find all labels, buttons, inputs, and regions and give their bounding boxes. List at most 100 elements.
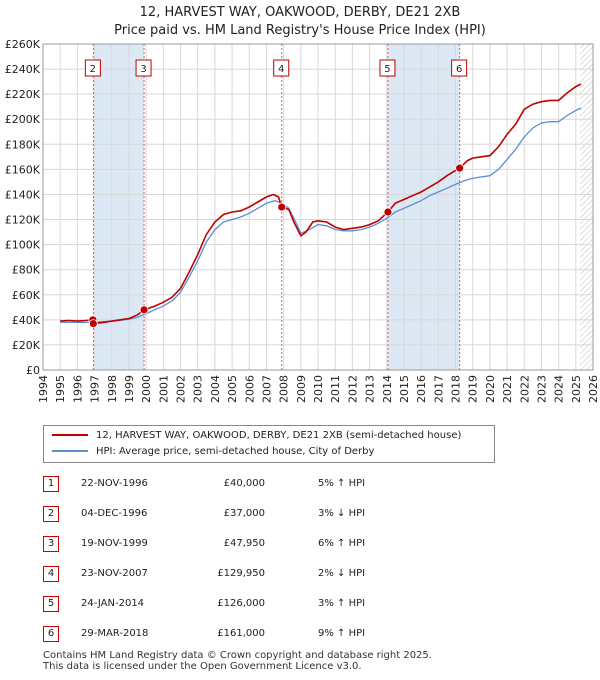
x-tick-label: 2017: [432, 375, 445, 403]
future-hatch-area: [580, 44, 593, 370]
x-tick-label: 2015: [398, 375, 411, 403]
sale-price: £161,000: [217, 628, 265, 639]
chart-title: 12, HARVEST WAY, OAKWOOD, DERBY, DE21 2X…: [0, 4, 600, 40]
x-tick-label: 2001: [157, 375, 170, 403]
sale-number-badge: 6: [43, 626, 59, 642]
sale-marker-label: 5: [384, 64, 390, 75]
x-tick-label: 2013: [364, 375, 377, 403]
sale-date: 23-NOV-2007: [81, 568, 148, 579]
sale-marker-label: 4: [278, 64, 284, 75]
sale-date: 04-DEC-1996: [81, 508, 148, 519]
sale-date: 24-JAN-2014: [81, 598, 145, 609]
y-tick-label: £160K: [5, 163, 41, 176]
sale-interval-band: [387, 44, 460, 370]
x-tick-label: 2023: [535, 375, 548, 403]
x-tick-label: 2004: [209, 375, 222, 403]
x-tick-label: 2010: [312, 375, 325, 403]
y-tick-label: £140K: [5, 188, 41, 201]
y-tick-label: £0: [26, 364, 40, 377]
sale-hpi-diff: 9% ↑ HPI: [318, 628, 366, 639]
title-line-2: Price paid vs. HM Land Registry's House …: [114, 23, 486, 38]
legend-item-hpi: HPI: Average price, semi-detached house,…: [52, 444, 374, 460]
x-tick-label: 2016: [415, 375, 428, 403]
sale-price: £37,000: [223, 508, 265, 519]
sale-marker-box: [135, 59, 152, 77]
sale-number-badge: 1: [43, 476, 59, 492]
sale-hpi-diff: 3% ↑ HPI: [318, 598, 366, 609]
sale-hpi-diff: 3% ↓ HPI: [318, 508, 366, 519]
sale-date: 22-NOV-1996: [81, 478, 148, 489]
sale-point: [88, 319, 98, 329]
y-tick-label: £60K: [12, 289, 41, 302]
table-row: 4 23-NOV-2007 £129,950 2% ↓ HPI: [43, 564, 443, 584]
x-tick-label: 2020: [484, 375, 497, 403]
x-tick-label: 1995: [54, 375, 67, 403]
sale-point: [139, 305, 149, 315]
table-row: 6 29-MAR-2018 £161,000 9% ↑ HPI: [43, 624, 443, 644]
x-tick-label: 2000: [140, 375, 153, 403]
title-line-1: 12, HARVEST WAY, OAKWOOD, DERBY, DE21 2X…: [139, 5, 461, 20]
footer-copyright: Contains HM Land Registry data © Crown c…: [43, 650, 432, 661]
x-tick-label: 2008: [278, 375, 291, 403]
legend-swatch-blue: [52, 450, 88, 452]
y-tick-label: £100K: [5, 239, 41, 252]
sale-price: £129,950: [217, 568, 265, 579]
sale-marker-box: [451, 59, 468, 77]
x-tick-label: 2012: [346, 375, 359, 403]
y-tick-label: £40K: [12, 314, 41, 327]
x-tick-label: 1996: [71, 375, 84, 403]
plot-frame: [42, 43, 594, 371]
sale-marker-box: [273, 59, 290, 77]
table-row: 3 19-NOV-1999 £47,950 6% ↑ HPI: [43, 534, 443, 554]
sale-number-badge: 4: [43, 566, 59, 582]
price-chart: £0 £20K £40K £60K £80K £100K £120K £140K £160K £1…: [5, 38, 600, 403]
x-tick-label: 2018: [450, 375, 463, 403]
y-tick-label: £80K: [12, 264, 41, 277]
series-line-hpi: [60, 107, 582, 324]
sale-number-badge: 3: [43, 536, 59, 552]
sale-marker-box: [379, 59, 396, 77]
x-tick-label: 2003: [192, 375, 205, 403]
y-tick-label: £260K: [5, 38, 41, 51]
y-tick-label: £20K: [12, 339, 41, 352]
legend-label-hpi: HPI: Average price, semi-detached house,…: [96, 446, 375, 457]
sale-point: [383, 207, 393, 217]
x-tick-label: 2019: [467, 375, 480, 403]
footer: Contains HM Land Registry data © Crown c…: [43, 650, 432, 672]
legend-label-property: 12, HARVEST WAY, OAKWOOD, DERBY, DE21 2X…: [96, 430, 462, 441]
sale-date: 29-MAR-2018: [81, 628, 149, 639]
sale-hpi-diff: 6% ↑ HPI: [318, 538, 366, 549]
sale-price: £47,950: [223, 538, 265, 549]
x-tick-label: 2006: [243, 375, 256, 403]
sale-date: 19-NOV-1999: [81, 538, 148, 549]
x-tick-label: 2024: [553, 375, 566, 403]
y-tick-label: £120K: [5, 214, 41, 227]
legend-item-property: 12, HARVEST WAY, OAKWOOD, DERBY, DE21 2X…: [52, 428, 461, 444]
x-tick-label: 2021: [501, 375, 514, 403]
sale-number-badge: 2: [43, 506, 59, 522]
x-tick-label: 1994: [37, 375, 50, 403]
table-row: 2 04-DEC-1996 £37,000 3% ↓ HPI: [43, 504, 443, 524]
x-tick-label: 2026: [587, 375, 600, 403]
y-tick-label: £180K: [5, 138, 41, 151]
x-tick-label: 2007: [260, 375, 273, 403]
x-tick-label: 2002: [175, 375, 188, 403]
x-tick-label: 1998: [106, 375, 119, 403]
footer-licence: This data is licensed under the Open Gov…: [43, 661, 362, 672]
x-tick-label: 2009: [295, 375, 308, 403]
y-tick-label: £200K: [5, 113, 41, 126]
y-tick-label: £220K: [5, 88, 41, 101]
sale-marker-label: 3: [140, 64, 146, 75]
sale-hpi-diff: 2% ↓ HPI: [318, 568, 366, 579]
sale-price: £126,000: [217, 598, 265, 609]
table-row: 1 22-NOV-1996 £40,000 5% ↑ HPI: [43, 474, 443, 494]
sale-marker-label: 6: [456, 64, 462, 75]
sale-hpi-diff: 5% ↑ HPI: [318, 478, 366, 489]
x-tick-label: 1997: [89, 375, 102, 403]
y-tick-label: £240K: [5, 63, 41, 76]
x-tick-label: 2005: [226, 375, 239, 403]
x-tick-label: 2022: [518, 375, 531, 403]
sale-marker-label: 2: [90, 64, 96, 75]
sale-point: [277, 202, 287, 212]
x-tick-label: 2025: [570, 375, 583, 403]
